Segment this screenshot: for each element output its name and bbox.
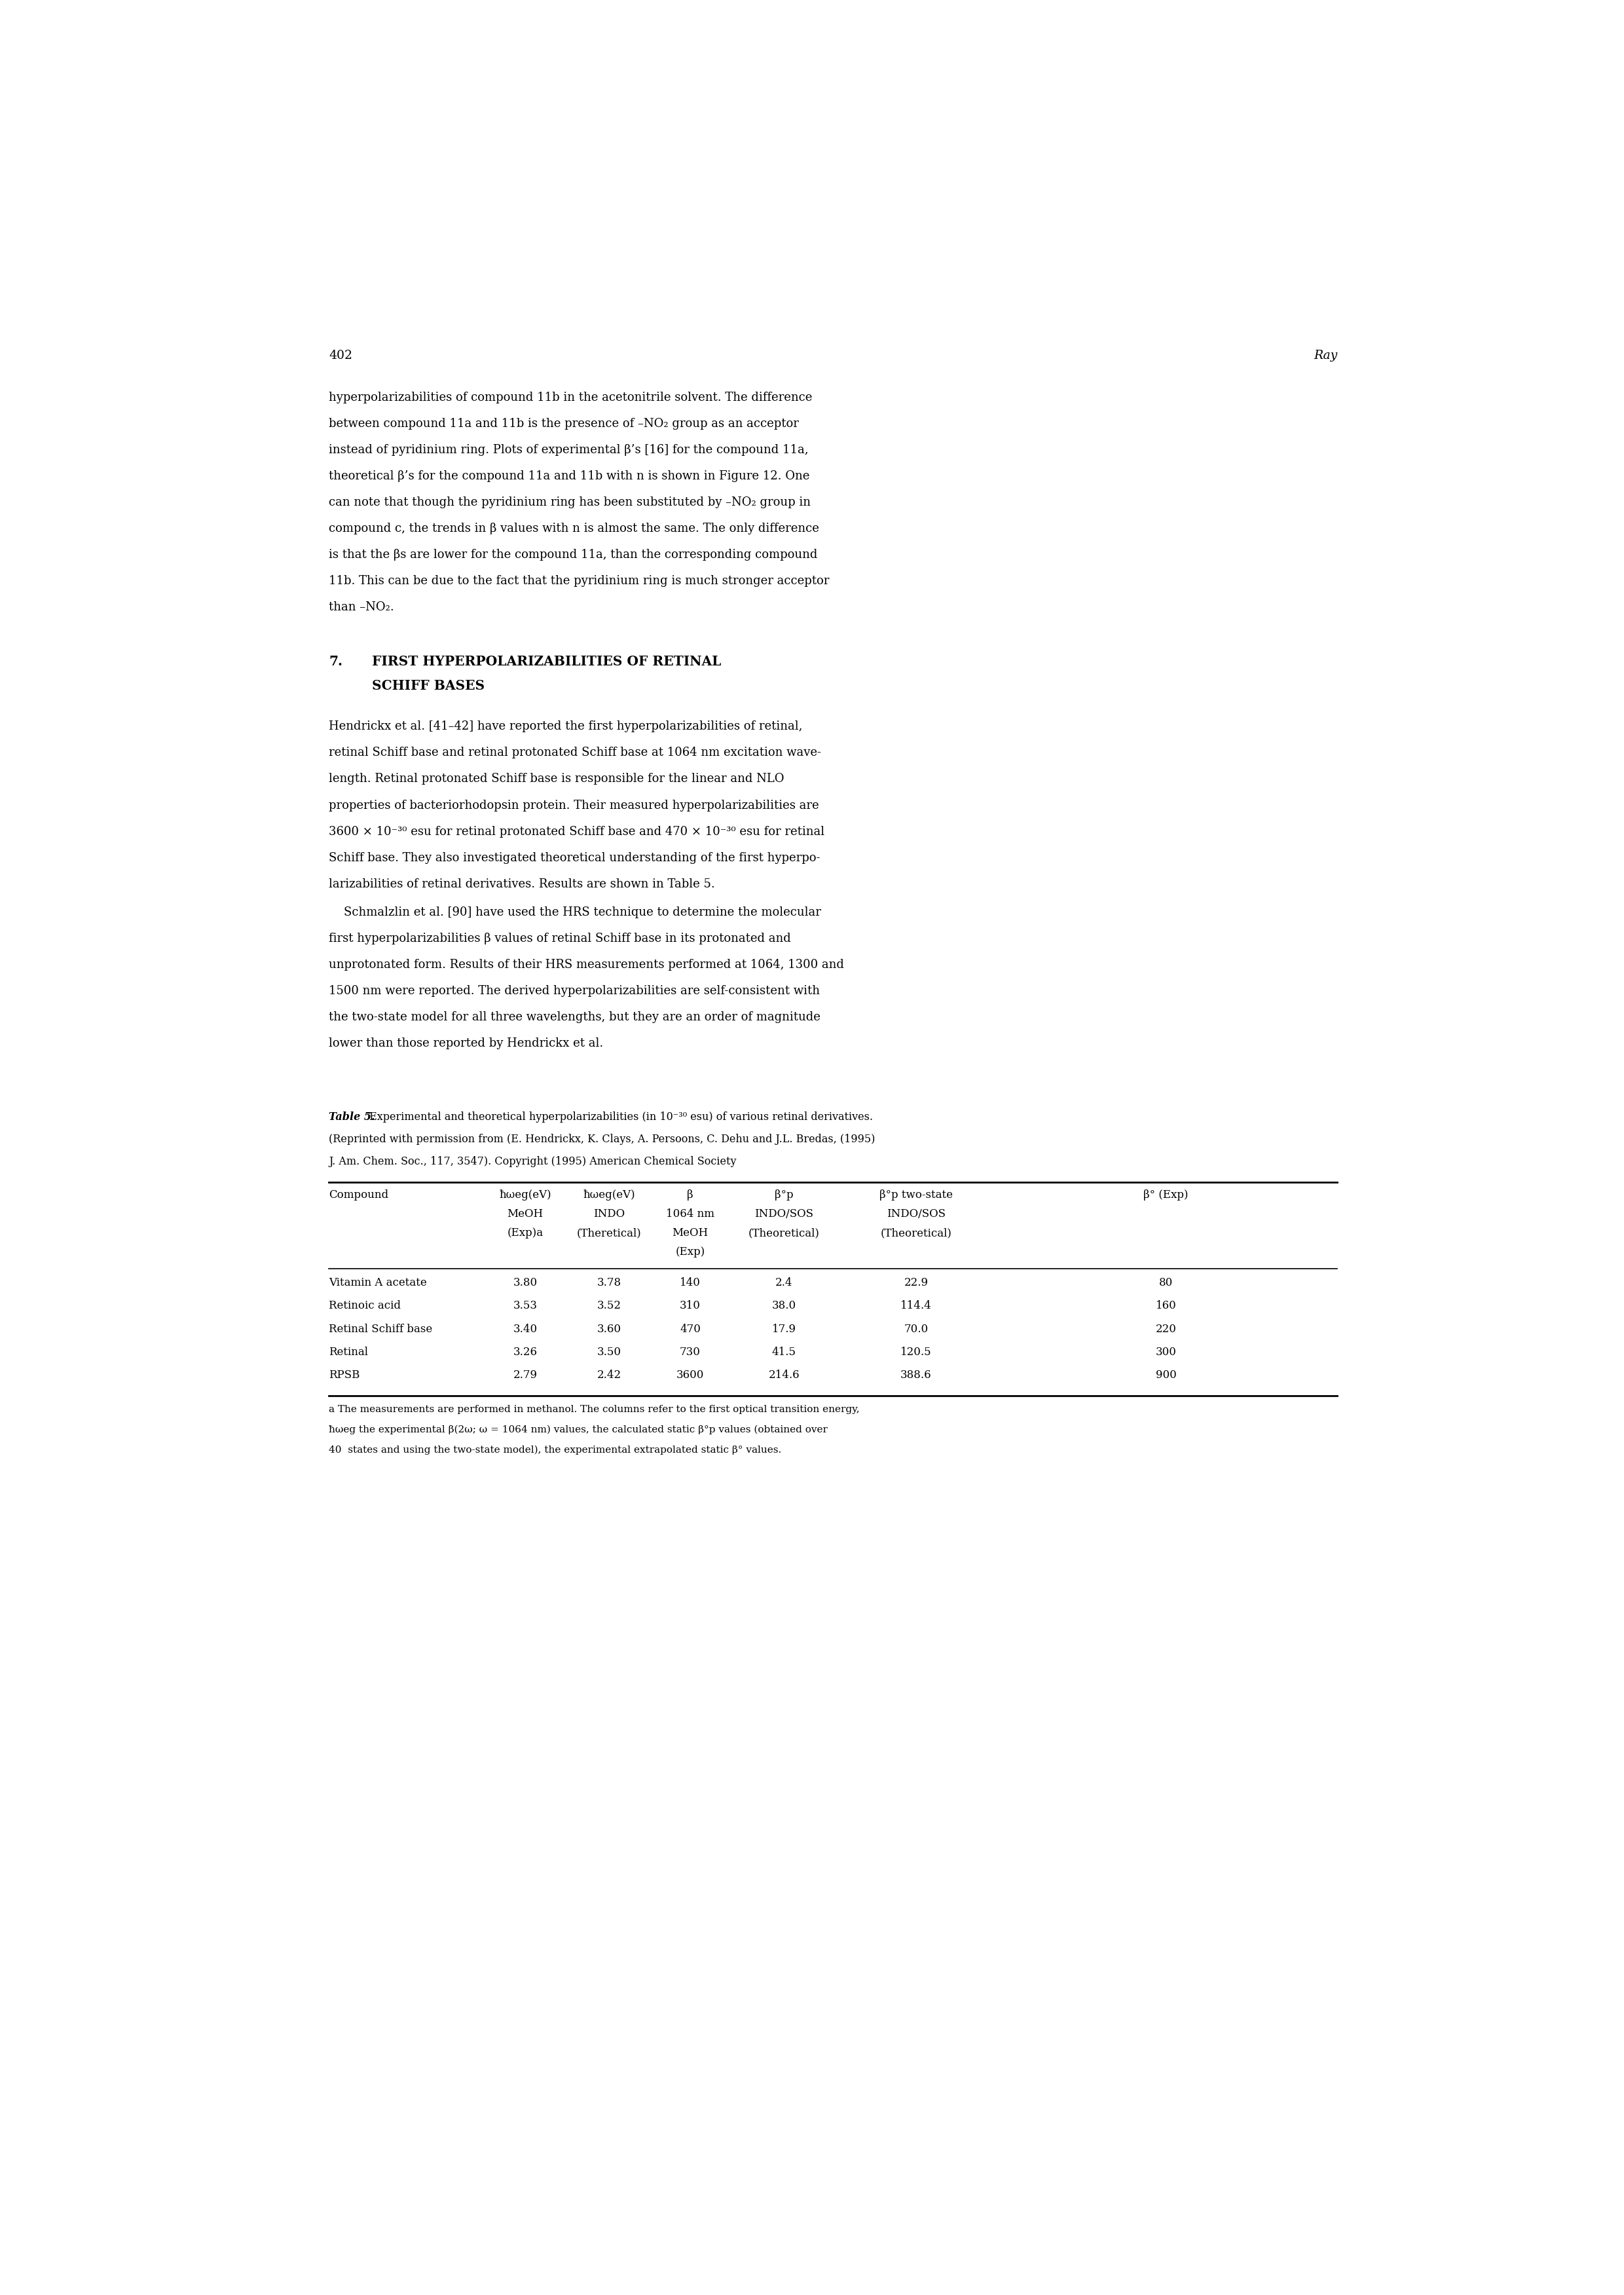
Text: hyperpolarizabilities of compound 11b in the acetonitrile solvent. The differenc: hyperpolarizabilities of compound 11b in… [328, 392, 812, 404]
Text: 310: 310 [680, 1301, 700, 1310]
Text: unprotonated form. Results of their HRS measurements performed at 1064, 1300 and: unprotonated form. Results of their HRS … [328, 959, 844, 971]
Text: Table 5.: Table 5. [328, 1111, 375, 1122]
Text: 388.6: 388.6 [900, 1370, 932, 1382]
Text: theoretical β’s for the compound 11a and 11b with n is shown in Figure 12. One: theoretical β’s for the compound 11a and… [328, 470, 810, 482]
Text: 41.5: 41.5 [771, 1347, 796, 1359]
Text: 2.42: 2.42 [598, 1370, 620, 1382]
Text: Schmalzlin et al. [90] have used the HRS technique to determine the molecular: Schmalzlin et al. [90] have used the HRS… [328, 907, 822, 918]
Text: 7.: 7. [328, 654, 343, 668]
Text: 3600 × 10⁻³⁰ esu for retinal protonated Schiff base and 470 × 10⁻³⁰ esu for reti: 3600 × 10⁻³⁰ esu for retinal protonated … [328, 826, 825, 838]
Text: Vitamin A acetate: Vitamin A acetate [328, 1276, 427, 1287]
Text: retinal Schiff base and retinal protonated Schiff base at 1064 nm excitation wav: retinal Schiff base and retinal protonat… [328, 746, 822, 760]
Text: SCHIFF BASES: SCHIFF BASES [372, 679, 484, 693]
Text: 70.0: 70.0 [905, 1324, 929, 1333]
Text: J. Am. Chem. Soc., 117, 3547). Copyright (1995) American Chemical Society: J. Am. Chem. Soc., 117, 3547). Copyright… [328, 1157, 737, 1168]
Text: compound c, the trends in β values with n is almost the same. The only differenc: compound c, the trends in β values with … [328, 523, 818, 535]
Text: Retinal: Retinal [328, 1347, 369, 1359]
Text: Retinal Schiff base: Retinal Schiff base [328, 1324, 432, 1333]
Text: 3.60: 3.60 [598, 1324, 620, 1333]
Text: 2.79: 2.79 [513, 1370, 538, 1382]
Text: 114.4: 114.4 [900, 1301, 932, 1310]
Text: Compound: Compound [328, 1189, 388, 1200]
Text: 3.78: 3.78 [598, 1276, 620, 1287]
Text: instead of pyridinium ring. Plots of experimental β’s [16] for the compound 11a,: instead of pyridinium ring. Plots of exp… [328, 443, 809, 457]
Text: 3.26: 3.26 [513, 1347, 538, 1359]
Text: 17.9: 17.9 [771, 1324, 796, 1333]
Text: properties of bacteriorhodopsin protein. Their measured hyperpolarizabilities ar: properties of bacteriorhodopsin protein.… [328, 799, 818, 810]
Text: between compound 11a and 11b is the presence of –NO₂ group as an acceptor: between compound 11a and 11b is the pres… [328, 418, 799, 429]
Text: 730: 730 [680, 1347, 700, 1359]
Text: 3.53: 3.53 [513, 1301, 538, 1310]
Text: first hyperpolarizabilities β values of retinal Schiff base in its protonated an: first hyperpolarizabilities β values of … [328, 932, 791, 943]
Text: 900: 900 [1156, 1370, 1176, 1382]
Text: 160: 160 [1156, 1301, 1176, 1310]
Text: 214.6: 214.6 [768, 1370, 799, 1382]
Text: 22.9: 22.9 [905, 1276, 929, 1287]
Text: 40  states and using the two-state model), the experimental extrapolated static : 40 states and using the two-state model)… [328, 1446, 781, 1455]
Text: (Theoretical): (Theoretical) [749, 1228, 820, 1239]
Text: Retinoic acid: Retinoic acid [328, 1301, 401, 1310]
Text: MeOH: MeOH [672, 1228, 708, 1239]
Text: INDO/SOS: INDO/SOS [887, 1209, 945, 1219]
Text: length. Retinal protonated Schiff base is responsible for the linear and NLO: length. Retinal protonated Schiff base i… [328, 773, 784, 785]
Text: ħωeg(eV): ħωeg(eV) [583, 1189, 635, 1200]
Text: 140: 140 [680, 1276, 700, 1287]
Text: is that the βs are lower for the compound 11a, than the corresponding compound: is that the βs are lower for the compoun… [328, 549, 817, 560]
Text: lower than those reported by Hendrickx et al.: lower than those reported by Hendrickx e… [328, 1037, 604, 1049]
Text: Hendrickx et al. [41–42] have reported the first hyperpolarizabilities of retina: Hendrickx et al. [41–42] have reported t… [328, 721, 802, 732]
Text: 1064 nm: 1064 nm [666, 1209, 715, 1219]
Text: 120.5: 120.5 [900, 1347, 932, 1359]
Text: 470: 470 [680, 1324, 700, 1333]
Text: 220: 220 [1156, 1324, 1176, 1333]
Text: the two-state model for all three wavelengths, but they are an order of magnitud: the two-state model for all three wavele… [328, 1012, 820, 1024]
Text: a The measurements are performed in methanol. The columns refer to the first opt: a The measurements are performed in meth… [328, 1405, 859, 1414]
Text: Schiff base. They also investigated theoretical understanding of the first hyper: Schiff base. They also investigated theo… [328, 851, 820, 863]
Text: than –NO₂.: than –NO₂. [328, 601, 395, 613]
Text: (Reprinted with permission from (E. Hendrickx, K. Clays, A. Persoons, C. Dehu an: (Reprinted with permission from (E. Hend… [328, 1134, 875, 1145]
Text: INDO/SOS: INDO/SOS [755, 1209, 814, 1219]
Text: FIRST HYPERPOLARIZABILITIES OF RETINAL: FIRST HYPERPOLARIZABILITIES OF RETINAL [372, 654, 721, 668]
Text: can note that though the pyridinium ring has been substituted by –NO₂ group in: can note that though the pyridinium ring… [328, 496, 810, 507]
Text: 38.0: 38.0 [771, 1301, 796, 1310]
Text: β°p two-state: β°p two-state [879, 1189, 953, 1200]
Text: 2.4: 2.4 [775, 1276, 793, 1287]
Text: (Exp): (Exp) [676, 1246, 705, 1258]
Text: 3600: 3600 [676, 1370, 705, 1382]
Text: Experimental and theoretical hyperpolarizabilities (in 10⁻³⁰ esu) of various ret: Experimental and theoretical hyperpolari… [365, 1111, 872, 1122]
Text: 80: 80 [1160, 1276, 1173, 1287]
Text: (Theoretical): (Theoretical) [880, 1228, 952, 1239]
Text: 402: 402 [328, 351, 352, 363]
Text: INDO: INDO [593, 1209, 625, 1219]
Text: ħωeg(eV): ħωeg(eV) [499, 1189, 551, 1200]
Text: 3.50: 3.50 [598, 1347, 620, 1359]
Text: β° (Exp): β° (Exp) [1143, 1189, 1189, 1200]
Text: β°p: β°p [775, 1189, 794, 1200]
Text: 3.40: 3.40 [513, 1324, 538, 1333]
Text: (Theretical): (Theretical) [577, 1228, 641, 1239]
Text: Ray: Ray [1314, 351, 1337, 363]
Text: 11b. This can be due to the fact that the pyridinium ring is much stronger accep: 11b. This can be due to the fact that th… [328, 576, 830, 588]
Text: MeOH: MeOH [507, 1209, 544, 1219]
Text: (Exp)a: (Exp)a [507, 1228, 544, 1239]
Text: 3.52: 3.52 [598, 1301, 620, 1310]
Text: larizabilities of retinal derivatives. Results are shown in Table 5.: larizabilities of retinal derivatives. R… [328, 879, 715, 890]
Text: β: β [687, 1189, 693, 1200]
Text: 300: 300 [1156, 1347, 1176, 1359]
Text: RPSB: RPSB [328, 1370, 361, 1382]
Text: ħωeg the experimental β(2ω; ω = 1064 nm) values, the calculated static β°p value: ħωeg the experimental β(2ω; ω = 1064 nm)… [328, 1425, 828, 1434]
Text: 3.80: 3.80 [513, 1276, 538, 1287]
Text: 1500 nm were reported. The derived hyperpolarizabilities are self-consistent wit: 1500 nm were reported. The derived hyper… [328, 985, 820, 996]
